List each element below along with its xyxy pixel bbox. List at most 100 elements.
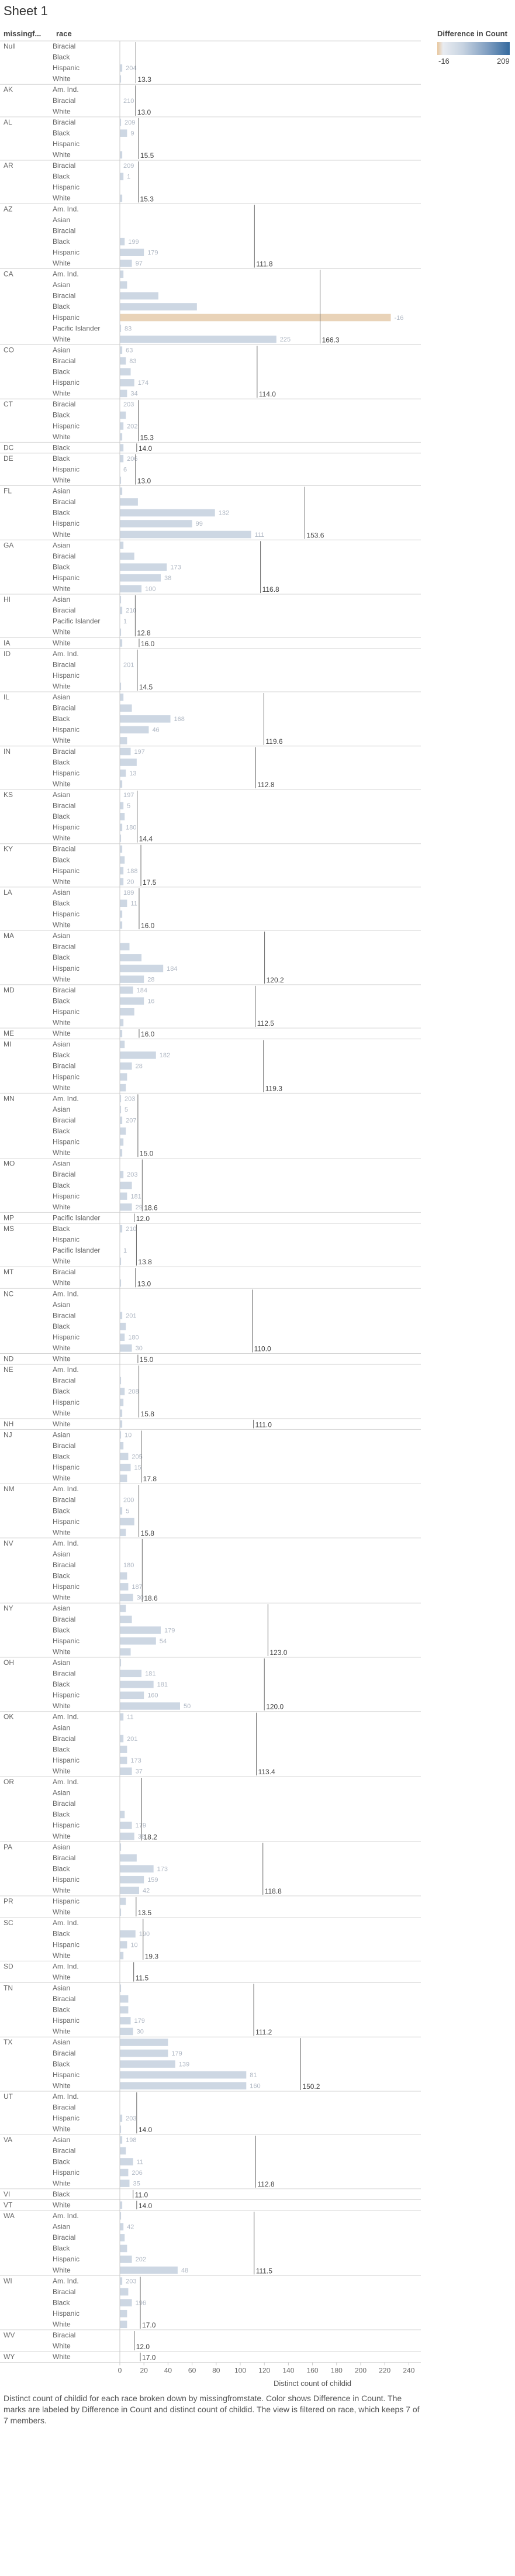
race-label[interactable]: Hispanic bbox=[53, 1637, 80, 1645]
bar[interactable] bbox=[120, 379, 134, 387]
race-label[interactable]: Am. Ind. bbox=[53, 1962, 79, 1970]
bar[interactable] bbox=[120, 335, 276, 343]
race-label[interactable]: White bbox=[53, 1420, 71, 1428]
race-label[interactable]: Biracial bbox=[53, 498, 75, 506]
bar[interactable] bbox=[120, 411, 126, 419]
bar[interactable] bbox=[120, 1746, 127, 1753]
bar[interactable] bbox=[120, 75, 122, 83]
bar[interactable] bbox=[120, 1464, 131, 1471]
race-label[interactable]: White bbox=[53, 877, 71, 885]
bar[interactable] bbox=[120, 1865, 154, 1872]
race-label[interactable]: Asian bbox=[53, 1105, 70, 1113]
bar[interactable] bbox=[120, 1051, 156, 1059]
bar[interactable] bbox=[120, 270, 124, 278]
race-label[interactable]: Black bbox=[53, 173, 70, 181]
bar[interactable] bbox=[120, 574, 161, 582]
bar[interactable] bbox=[120, 2071, 247, 2079]
race-label[interactable]: White bbox=[53, 682, 71, 690]
race-label[interactable]: Biracial bbox=[53, 2233, 75, 2242]
race-label[interactable]: White bbox=[53, 639, 71, 647]
race-label[interactable]: Hispanic bbox=[53, 1398, 80, 1406]
bar[interactable] bbox=[120, 1605, 126, 1612]
bar[interactable] bbox=[120, 921, 123, 929]
race-label[interactable]: Black bbox=[53, 1572, 70, 1580]
race-label[interactable]: Hispanic bbox=[53, 378, 80, 387]
bar[interactable] bbox=[120, 1073, 127, 1081]
race-label[interactable]: White bbox=[53, 1594, 71, 1602]
state-label[interactable]: NY bbox=[4, 1604, 13, 1612]
bar[interactable] bbox=[120, 1257, 122, 1265]
race-column-header[interactable]: race bbox=[56, 29, 72, 38]
race-label[interactable]: White bbox=[53, 780, 71, 788]
state-label[interactable]: PR bbox=[4, 1897, 13, 1905]
race-label[interactable]: White bbox=[53, 259, 71, 267]
race-label[interactable]: Hispanic bbox=[53, 910, 80, 918]
race-label[interactable]: Asian bbox=[53, 2223, 70, 2231]
bar[interactable] bbox=[120, 856, 125, 864]
state-label[interactable]: FL bbox=[4, 487, 12, 495]
bar[interactable] bbox=[120, 1832, 134, 1840]
bar[interactable] bbox=[120, 1594, 133, 1602]
state-label[interactable]: MT bbox=[4, 1268, 14, 1276]
bar[interactable] bbox=[120, 2234, 125, 2242]
bar[interactable] bbox=[120, 1203, 132, 1211]
bar[interactable] bbox=[120, 1084, 126, 1092]
race-label[interactable]: Black bbox=[53, 1506, 70, 1515]
race-label[interactable]: White bbox=[53, 1279, 71, 1287]
bar[interactable] bbox=[120, 368, 131, 376]
state-label[interactable]: VT bbox=[4, 2201, 13, 2209]
bar[interactable] bbox=[120, 1822, 132, 1829]
bar[interactable] bbox=[120, 151, 123, 159]
bar[interactable] bbox=[120, 2049, 168, 2057]
race-label[interactable]: Asian bbox=[53, 1604, 70, 1612]
race-label[interactable]: Biracial bbox=[53, 96, 75, 105]
bar[interactable] bbox=[120, 585, 142, 593]
race-label[interactable]: Asian bbox=[53, 281, 70, 289]
race-label[interactable]: Hispanic bbox=[53, 1518, 80, 1526]
bar[interactable] bbox=[120, 2147, 126, 2155]
bar[interactable] bbox=[120, 444, 124, 451]
bar[interactable] bbox=[120, 249, 144, 256]
state-label[interactable]: WV bbox=[4, 2331, 15, 2339]
bar[interactable] bbox=[120, 2060, 175, 2068]
race-label[interactable]: White bbox=[53, 2353, 71, 2361]
race-label[interactable]: White bbox=[53, 1647, 71, 1656]
state-label[interactable]: ME bbox=[4, 1029, 14, 1037]
bar[interactable] bbox=[120, 1941, 127, 1949]
race-label[interactable]: Am. Ind. bbox=[53, 2212, 79, 2220]
race-label[interactable]: White bbox=[53, 194, 71, 202]
race-label[interactable]: Am. Ind. bbox=[53, 650, 79, 658]
bar[interactable] bbox=[120, 2136, 123, 2144]
state-label[interactable]: OH bbox=[4, 1658, 14, 1667]
state-label[interactable]: NH bbox=[4, 1420, 13, 1428]
race-label[interactable]: Black bbox=[53, 856, 70, 864]
race-label[interactable]: Am. Ind. bbox=[53, 1713, 79, 1721]
race-label[interactable]: Hispanic bbox=[53, 1691, 80, 1699]
bar[interactable] bbox=[120, 2027, 133, 2036]
race-label[interactable]: Biracial bbox=[53, 747, 75, 756]
race-label[interactable]: Black bbox=[53, 1127, 70, 1135]
bar[interactable] bbox=[120, 1887, 139, 1895]
state-label[interactable]: HI bbox=[4, 595, 11, 604]
race-label[interactable]: Black bbox=[53, 1322, 70, 1330]
bar[interactable] bbox=[120, 2201, 123, 2209]
race-label[interactable]: Black bbox=[53, 1387, 70, 1395]
race-label[interactable]: Black bbox=[53, 129, 70, 137]
bar[interactable] bbox=[120, 1572, 127, 1580]
bar[interactable] bbox=[120, 1583, 129, 1591]
color-legend-gradient[interactable] bbox=[437, 42, 510, 55]
bar[interactable] bbox=[120, 2082, 247, 2089]
bar[interactable] bbox=[120, 194, 123, 202]
race-label[interactable]: White bbox=[53, 1908, 71, 1916]
race-label[interactable]: Biracial bbox=[53, 660, 75, 668]
race-label[interactable]: Hispanic bbox=[53, 2114, 80, 2122]
race-label[interactable]: Black bbox=[53, 302, 70, 311]
bar[interactable] bbox=[120, 997, 144, 1005]
bar[interactable] bbox=[120, 986, 133, 994]
state-label[interactable]: CA bbox=[4, 270, 13, 278]
bar[interactable] bbox=[120, 1843, 122, 1851]
state-label[interactable]: MD bbox=[4, 986, 15, 994]
state-label[interactable]: AK bbox=[4, 85, 13, 94]
race-label[interactable]: Hispanic bbox=[53, 1236, 80, 1244]
race-label[interactable]: Pacific Islander bbox=[53, 617, 100, 625]
